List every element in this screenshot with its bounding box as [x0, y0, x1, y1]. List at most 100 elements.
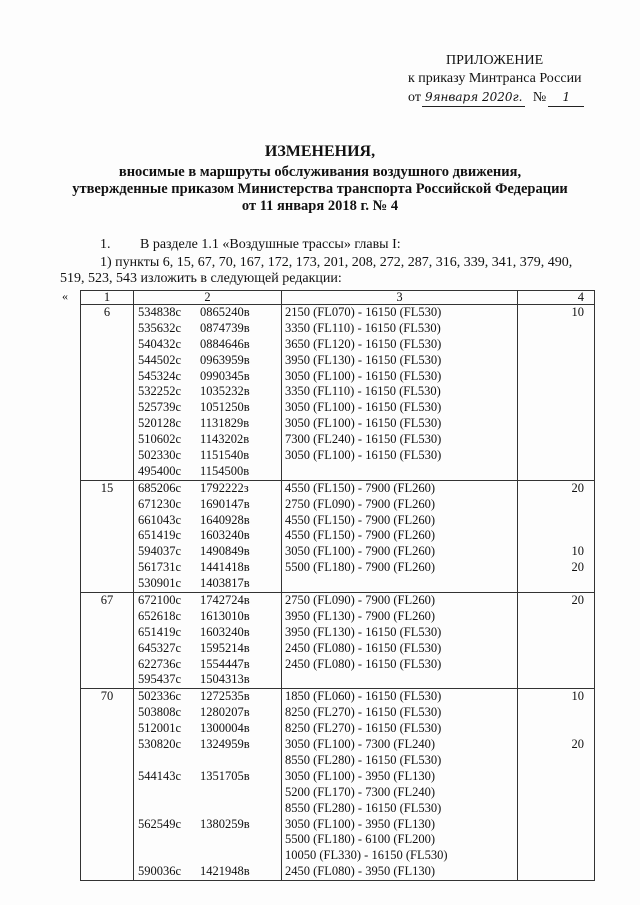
latitude: 502330с: [138, 448, 182, 463]
longitude: 1742724в: [200, 593, 250, 608]
coordinate-line: 534838с 0865240в: [138, 305, 281, 321]
route-point-number: 15: [80, 479, 134, 594]
longitude: 1051250в: [200, 400, 250, 415]
level-range: 5500 (FL180) - 6100 (FL200): [285, 832, 435, 847]
coordinate-line: 520128с 1131829в: [138, 416, 281, 432]
latitude: 545324с: [138, 368, 182, 383]
coordinate-line: 590036с 1421948в: [138, 864, 281, 880]
longitude: 1504313в: [200, 672, 250, 687]
coordinate-line: 562549с 1380259в: [138, 817, 281, 833]
level-range: 3950 (FL130) - 16150 (FL530): [285, 624, 442, 639]
route-point-number: 6: [80, 304, 134, 481]
latitude: 672100с: [138, 593, 182, 608]
levels-cell: 1850 (FL060) - 16150 (FL530) 8250 (FL270)…: [281, 688, 518, 882]
longitude: 0990345в: [200, 368, 250, 383]
level-range: 8550 (FL280) - 16150 (FL530): [285, 800, 442, 815]
level-range: 3050 (FL100) - 16150 (FL530): [285, 368, 442, 383]
point-number: 67: [100, 593, 114, 608]
column4-cell: 20 10 20: [517, 479, 595, 594]
column4-value: [518, 432, 584, 448]
coordinate-line: 535632с 0874739в: [138, 321, 281, 337]
latitude: 534838с: [138, 305, 182, 319]
subitem-line: 1) пункты 6, 15, 67, 70, 167, 172, 173, …: [100, 255, 573, 270]
longitude: 1554447в: [200, 656, 250, 671]
coordinate-line: 595437с 1504313в: [138, 672, 281, 688]
longitude: 0963959в: [200, 352, 250, 367]
column4-value: [518, 609, 584, 625]
coordinate-line: [138, 801, 281, 817]
coordinate-line: 503808с 1280207в: [138, 705, 281, 721]
column4-value: [518, 672, 584, 688]
level-range: 8550 (FL280) - 16150 (FL530): [285, 752, 442, 767]
longitude: 1792222з: [200, 480, 249, 495]
column4-value: [518, 721, 584, 737]
table-header-row: 1 2 3 4: [80, 290, 595, 305]
column4-value: [518, 337, 584, 353]
coordinate-line: 532252с 1035232в: [138, 384, 281, 400]
levels-cell: 2150 (FL070) - 16150 (FL530) 3350 (FL110)…: [281, 304, 518, 481]
longitude: 1035232в: [200, 384, 250, 399]
longitude: 1613010в: [200, 608, 250, 623]
airway-table: 1 2 3 4 6 534838с 0865240в 535632с 0874739в 5…: [80, 290, 595, 882]
latitude: 535632с: [138, 320, 182, 335]
coordinate-line: 651419с 1603240в: [138, 528, 281, 544]
column4-value: [518, 513, 584, 529]
order-reference: к приказу Минтранса России: [408, 71, 582, 86]
column4-value: 20: [571, 593, 585, 608]
title-line: от 11 января 2018 г. № 4: [241, 198, 399, 214]
longitude: 1441418в: [200, 560, 250, 575]
level-range: 3050 (FL100) - 16150 (FL530): [285, 400, 442, 415]
level-range: 2750 (FL090) - 7900 (FL260): [285, 496, 435, 511]
latitude: 502336с: [138, 689, 182, 704]
coordinate-line: 652618с 1613010в: [138, 609, 281, 625]
appendix-block: ПРИЛОЖЕНИЕ к приказу Минтранса России от…: [400, 52, 636, 107]
level-range: [285, 576, 517, 592]
level-range: 5500 (FL180) - 7900 (FL260): [285, 560, 435, 575]
number-label: №: [532, 90, 547, 105]
level-range: [285, 672, 517, 688]
coordinates-cell: 672100с 1742724в 652618с 1613010в 651419с 160…: [133, 592, 282, 690]
level-range: 5200 (FL170) - 7300 (FL240): [285, 784, 435, 799]
level-range: 3050 (FL100) - 3950 (FL130): [285, 816, 435, 831]
column4-value: [518, 705, 584, 721]
level-range: 2750 (FL090) - 7900 (FL260): [285, 593, 435, 608]
table-row: 15 685206с 1792222з 671230с 1690147в 661043с 1…: [80, 479, 595, 594]
level-range: 7300 (FL240) - 16150 (FL530): [285, 432, 442, 447]
handwritten-number: 1: [548, 88, 585, 107]
column4-value: 10: [571, 544, 585, 559]
latitude: 512001с: [138, 721, 182, 736]
title-line: ИЗМЕНЕНИЯ,: [264, 143, 376, 160]
column4-value: [518, 753, 584, 769]
latitude: 530820с: [138, 737, 182, 752]
coordinate-line: [138, 785, 281, 801]
coordinate-line: [138, 753, 281, 769]
column4-value: [518, 528, 584, 544]
column4-value: 20: [571, 560, 585, 575]
longitude: 1272535в: [200, 689, 250, 704]
latitude: 651419с: [138, 528, 182, 543]
column4-value: [518, 369, 584, 385]
levels-cell: 2750 (FL090) - 7900 (FL260) 3950 (FL130) …: [281, 592, 518, 690]
coordinate-line: 502336с 1272535в: [138, 689, 281, 705]
latitude: 525739с: [138, 400, 182, 415]
level-range: 3950 (FL130) - 7900 (FL260): [285, 608, 435, 623]
latitude: 530901с: [138, 576, 182, 591]
longitude: 1143202в: [200, 432, 250, 447]
column4-value: [518, 576, 584, 592]
level-range: 3950 (FL130) - 16150 (FL530): [285, 352, 442, 367]
latitude: 544143с: [138, 768, 182, 783]
column4-value: [518, 864, 584, 880]
column4-value: [518, 848, 584, 864]
column4-value: [518, 384, 584, 400]
level-range: 3050 (FL100) - 7900 (FL260): [285, 544, 435, 559]
longitude: 0865240в: [200, 305, 250, 319]
coordinate-line: [138, 848, 281, 864]
level-range: 3650 (FL120) - 16150 (FL530): [285, 336, 442, 351]
latitude: 503808с: [138, 705, 182, 720]
document-title: ИЗМЕНЕНИЯ, вносимые в маршруты обслужива…: [0, 143, 640, 215]
column4-value: 10: [571, 305, 585, 319]
item-number: 1.: [100, 237, 111, 252]
latitude: 622736с: [138, 656, 182, 671]
level-range: 3350 (FL110) - 16150 (FL530): [285, 320, 441, 335]
level-range: 10050 (FL330) - 16150 (FL530): [285, 848, 448, 863]
